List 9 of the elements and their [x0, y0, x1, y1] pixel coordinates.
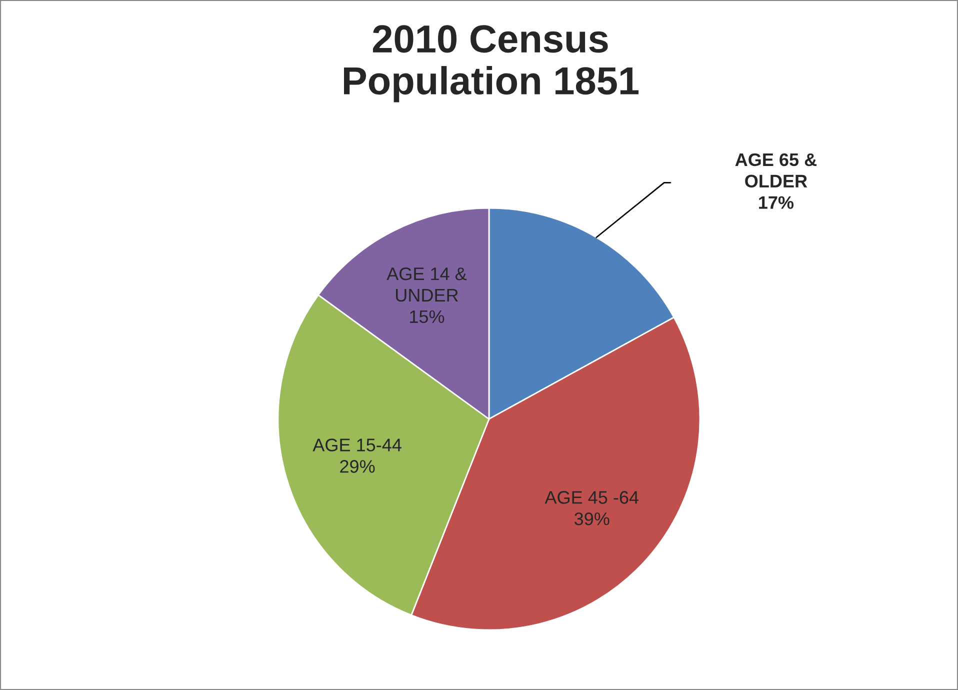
- slice-label: AGE 65 & OLDER: [735, 153, 817, 188]
- slice-label: AGE 14 & UNDER: [386, 267, 467, 302]
- chart-title: 2010 Census Population 1851: [344, 25, 639, 102]
- data-label: 15%: [410, 310, 444, 324]
- slice-label: AGE 45 -64: [544, 491, 639, 504]
- slice-label: AGE 15-44: [312, 438, 402, 452]
- data-label: 39%: [574, 512, 610, 526]
- data-label: 29%: [340, 460, 375, 473]
- data-label: 17%: [759, 196, 794, 209]
